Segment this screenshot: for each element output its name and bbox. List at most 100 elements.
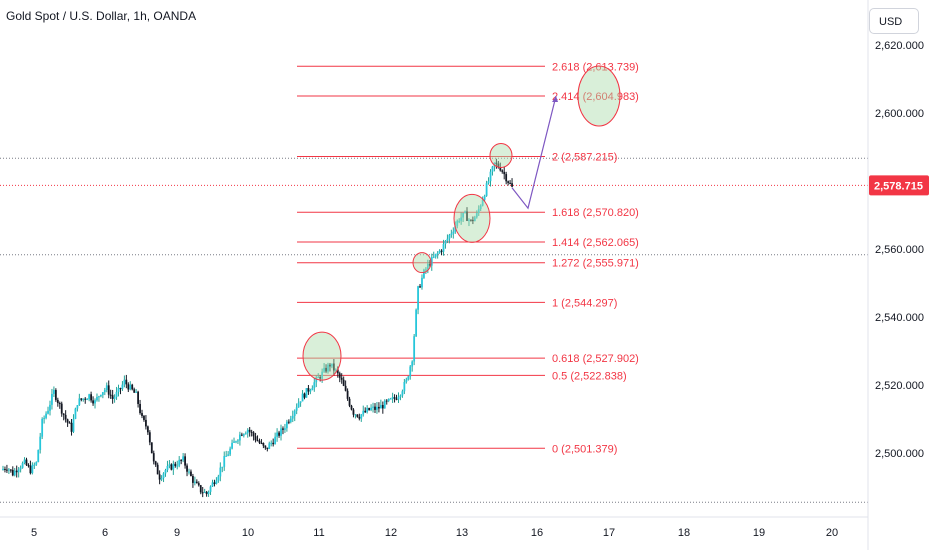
candle-56-body	[111, 395, 114, 399]
candle-241-body	[473, 217, 476, 222]
candle-16-body	[33, 464, 36, 466]
candle-39-body	[78, 398, 81, 406]
candle-44-body	[88, 394, 91, 400]
candle-82-body	[162, 473, 165, 479]
x-tick-label-8: 17	[603, 527, 615, 539]
currency-button[interactable]: USD	[869, 8, 919, 34]
candle-113-body	[223, 456, 226, 467]
candle-148-body	[291, 415, 294, 419]
candle-2-body	[6, 469, 8, 471]
candle-28-body	[56, 399, 59, 403]
candle-204-body	[401, 391, 404, 396]
candle-154-body	[303, 393, 306, 398]
candle-200-body	[393, 397, 396, 399]
candle-3-body	[7, 469, 10, 471]
candle-246-body	[483, 195, 486, 200]
candle-124-body	[244, 433, 247, 435]
candle-29-body	[58, 402, 61, 404]
candle-210-body	[413, 336, 416, 362]
candle-162-body	[319, 376, 322, 379]
candle-12-body	[25, 459, 28, 466]
candle-120-body	[237, 440, 239, 442]
candle-18-body	[37, 449, 40, 463]
time-axis[interactable]: 5 6 9 10 11 12 13 16 17 18 19 20	[31, 527, 838, 539]
fibonacci-levels: 2.618 (2,613.739) 2.414 (2,604.983) 2 (2,5…	[297, 61, 639, 455]
candle-25-body	[51, 393, 53, 405]
candle-40-body	[80, 398, 83, 400]
candle-14-body	[29, 465, 32, 474]
candle-139-body	[274, 436, 277, 445]
candle-42-body	[84, 398, 87, 400]
candle-58-body	[115, 391, 118, 397]
candle-146-body	[287, 421, 290, 423]
candle-144-body	[284, 428, 286, 430]
candle-189-body	[372, 406, 374, 408]
x-tick-label-0: 5	[31, 527, 37, 539]
price-axis[interactable]: 2,500.000 2,520.000 2,540.000 2,560.000 2,60…	[875, 40, 924, 460]
candle-223-body	[438, 250, 441, 253]
y-tick-label-2: 2,540.000	[875, 312, 924, 324]
candle-5-body	[11, 469, 14, 476]
candle-198-body	[389, 398, 392, 400]
candle-170-body	[334, 369, 337, 371]
candle-196-body	[385, 400, 388, 402]
candle-17-body	[35, 462, 38, 465]
candle-182-body	[358, 416, 361, 419]
candle-98-body	[193, 481, 196, 483]
annotation-circle-4	[577, 65, 621, 127]
candle-11-body	[23, 459, 26, 464]
candle-258-body	[507, 181, 510, 183]
candle-172-body	[338, 373, 341, 378]
candle-218-body	[428, 264, 431, 266]
candle-161-body	[317, 376, 320, 378]
candle-167-body	[329, 364, 331, 367]
candle-77-body	[152, 453, 155, 462]
candle-85-body	[168, 464, 171, 466]
candle-156-body	[307, 388, 310, 392]
candle-10-body	[21, 463, 24, 468]
candle-194-body	[381, 404, 384, 409]
candle-208-body	[409, 366, 412, 377]
candle-126-body	[248, 429, 251, 432]
candle-19-body	[39, 436, 42, 450]
candle-185-body	[364, 410, 367, 413]
candle-166-body	[327, 364, 329, 372]
candle-31-body	[62, 413, 65, 415]
candle-153-body	[301, 393, 304, 402]
candle-87-body	[172, 463, 175, 470]
candle-247-body	[485, 183, 488, 196]
candle-187-body	[368, 408, 371, 411]
candle-229-body	[450, 233, 453, 235]
candle-78-body	[154, 461, 157, 465]
candle-183-body	[360, 414, 363, 419]
candle-49-body	[98, 396, 100, 398]
candle-222-body	[436, 252, 439, 254]
annotation-circle-0	[302, 331, 342, 381]
candle-53-body	[105, 385, 108, 390]
fib-label-8: 0.5 (2,522.838)	[552, 370, 627, 382]
candle-26-body	[53, 389, 55, 394]
candle-202-body	[397, 396, 400, 400]
annotation-circles	[302, 65, 621, 381]
candle-90-body	[178, 459, 181, 466]
candle-236-body	[464, 211, 466, 213]
candle-150-body	[295, 407, 298, 411]
candle-142-body	[280, 428, 282, 436]
x-tick-label-11: 20	[826, 527, 838, 539]
candle-22-body	[45, 413, 47, 418]
candle-224-body	[440, 250, 443, 252]
candle-249-body	[489, 171, 492, 182]
candle-128-body	[252, 432, 255, 437]
projection-line	[511, 95, 557, 210]
candle-118-body	[233, 441, 235, 443]
current-price-badge: 2,578.715	[869, 175, 929, 196]
fib-label-1: 2.414 (2,604.983)	[552, 91, 639, 103]
projection-path	[511, 95, 558, 210]
current-price-badge-bg	[869, 175, 929, 196]
candle-255-body	[501, 170, 504, 172]
candle-116-body	[229, 448, 232, 455]
candle-245-body	[481, 199, 484, 206]
candle-143-body	[282, 428, 284, 430]
candle-188-body	[370, 407, 372, 411]
